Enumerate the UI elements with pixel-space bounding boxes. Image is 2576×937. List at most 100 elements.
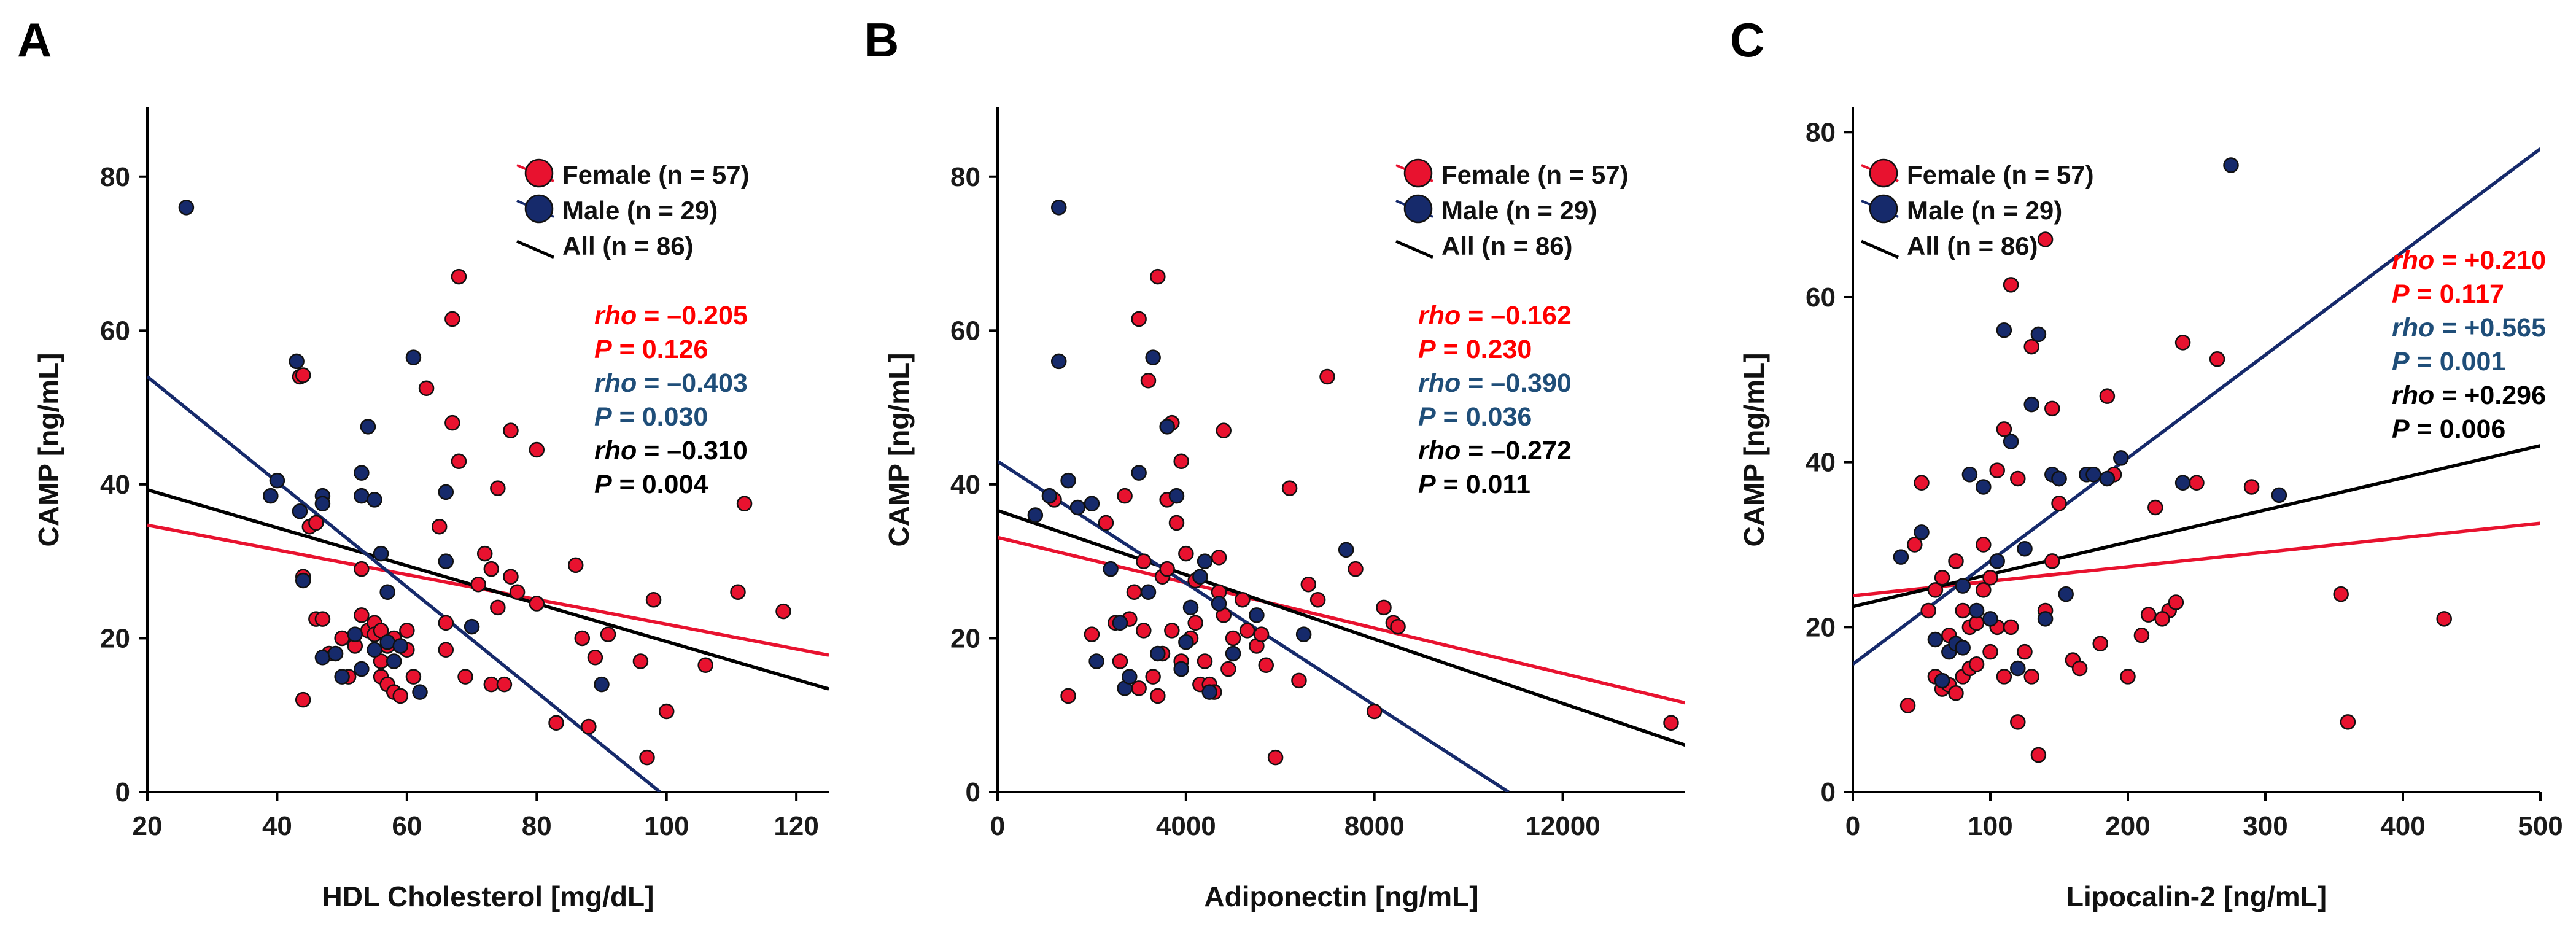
data-point-female xyxy=(1220,661,1236,677)
data-point-female xyxy=(1914,475,1930,491)
data-point-female xyxy=(354,607,370,623)
stat-rho-label: rho xyxy=(2392,313,2434,343)
data-point-male xyxy=(354,661,370,677)
data-point-female xyxy=(1976,537,1992,553)
legend-symbol-female xyxy=(524,158,554,188)
data-point-female xyxy=(1934,569,1950,586)
data-point-female xyxy=(2154,611,2170,627)
panel-c: C 0 20 40 60 80 0 100 200 300 400 500 Lipocalin-2 [n… xyxy=(1730,13,2563,912)
legend-label-male: Male (n = 29) xyxy=(1441,196,1597,225)
data-point-male xyxy=(1041,488,1058,504)
stat-rho-label: rho xyxy=(594,436,637,465)
data-point-female xyxy=(451,453,467,470)
x-tick-label: 40 xyxy=(262,811,292,841)
data-point-male xyxy=(405,349,422,365)
stat-p-value: = 0.011 xyxy=(1436,470,1530,499)
data-point-female xyxy=(1112,653,1128,669)
data-point-female xyxy=(2174,335,2191,351)
data-point-female xyxy=(632,653,649,669)
stat-rho-label: rho xyxy=(1418,301,1461,330)
data-point-female xyxy=(574,630,591,647)
data-point-female xyxy=(2099,388,2116,404)
y-axis-title: CAMP [ng/mL] xyxy=(1738,352,1770,546)
stat-rho-female: rho = –0.162 xyxy=(1418,301,1572,330)
data-point-male xyxy=(1955,578,1971,594)
data-point-female xyxy=(1982,569,1998,586)
data-point-female xyxy=(600,626,616,642)
stat-rho-label: rho xyxy=(1418,368,1461,398)
data-point-male xyxy=(314,496,331,511)
data-point-female xyxy=(509,584,526,601)
data-point-male xyxy=(2113,450,2129,466)
stat-rho-all: rho = +0.296 xyxy=(2392,381,2546,410)
fit-line-male xyxy=(147,375,661,792)
x-tick-label: 8000 xyxy=(1344,811,1405,841)
data-point-female xyxy=(1927,582,1944,598)
data-point-female xyxy=(438,615,454,631)
stat-p-label: P xyxy=(1418,335,1436,364)
data-point-female xyxy=(730,584,746,601)
data-point-male xyxy=(386,653,402,669)
x-tick-label: 500 xyxy=(2518,811,2562,841)
y-axis-title: CAMP [ng/mL] xyxy=(883,352,915,546)
data-point-male xyxy=(360,419,376,435)
data-point-female xyxy=(1258,657,1274,674)
data-point-male xyxy=(1295,626,1312,642)
data-point-female xyxy=(483,676,500,693)
data-point-female xyxy=(1168,515,1185,531)
data-point-female xyxy=(1164,623,1180,639)
data-point-female xyxy=(1117,488,1133,504)
data-point-male xyxy=(2023,396,2039,413)
y-tick-label: 40 xyxy=(100,470,130,500)
data-point-female xyxy=(490,480,506,496)
data-point-female xyxy=(354,561,370,577)
data-point-female xyxy=(2436,611,2452,627)
data-point-female xyxy=(581,718,597,735)
data-point-male xyxy=(1131,465,1147,481)
data-point-female xyxy=(1309,592,1326,608)
data-point-male xyxy=(2010,660,2026,677)
data-point-male xyxy=(373,545,389,562)
data-point-female xyxy=(314,611,331,627)
fit-line-male xyxy=(1853,147,2540,666)
stat-p-male: P = 0.001 xyxy=(2392,347,2505,376)
x-axis-title: Adiponectin [ng/mL] xyxy=(1204,881,1478,912)
data-point-male xyxy=(269,472,285,489)
data-point-female xyxy=(2044,553,2060,569)
data-point-male xyxy=(2003,434,2019,449)
data-point-female xyxy=(645,592,662,608)
data-point-female xyxy=(431,519,448,535)
data-point-male xyxy=(412,684,428,700)
data-point-female xyxy=(2023,669,2039,685)
x-tick-label: 300 xyxy=(2243,811,2287,841)
data-point-female xyxy=(1996,669,2012,685)
data-point-female xyxy=(1235,592,1251,608)
stat-rho-value: = –0.205 xyxy=(637,301,748,330)
data-point-female xyxy=(1150,688,1166,704)
data-point-female xyxy=(2133,628,2150,643)
stat-p-value: = 0.117 xyxy=(2410,279,2504,309)
data-point-male xyxy=(1225,645,1241,662)
stat-p-label: P xyxy=(2392,347,2410,376)
legend-symbol-all xyxy=(1861,239,1899,259)
legend-label-all: All (n = 86) xyxy=(1441,231,1573,260)
data-point-female xyxy=(1366,703,1383,720)
data-point-male xyxy=(1069,499,1086,516)
data-point-female xyxy=(483,561,500,577)
legend-label-female: Female (n = 57) xyxy=(1907,160,2094,189)
data-point-male xyxy=(2271,487,2287,503)
data-point-female xyxy=(2333,586,2349,602)
data-point-male xyxy=(438,553,454,569)
stat-p-label: P xyxy=(2392,414,2410,444)
data-point-female xyxy=(1989,462,2005,478)
data-point-male xyxy=(2085,467,2101,483)
data-point-female xyxy=(1899,698,1916,713)
data-point-female xyxy=(1907,537,1923,553)
data-point-male xyxy=(1192,569,1208,585)
data-point-female xyxy=(1060,688,1076,704)
data-point-female xyxy=(295,367,311,383)
data-point-female xyxy=(1948,553,1964,569)
data-point-male xyxy=(1934,672,1950,689)
x-tick-label: 100 xyxy=(644,811,689,841)
data-point-female xyxy=(2003,619,2019,636)
